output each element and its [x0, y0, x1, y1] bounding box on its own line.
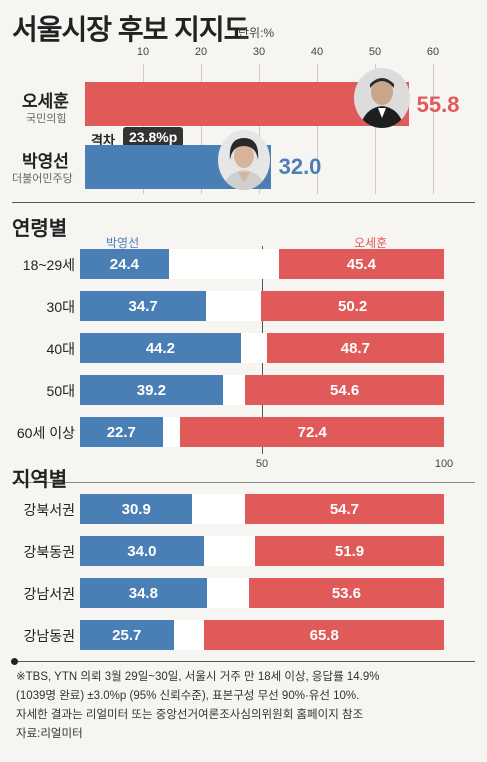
stacked-bar-row: 39.2 54.6 — [80, 375, 444, 405]
gridline — [317, 64, 318, 194]
bar-segment-park — [80, 291, 207, 321]
bar-segment-park — [80, 333, 241, 363]
footnote-line: (1039명 완료) ±3.0%p (95% 신뢰수준), 표본구성 무선 90… — [16, 690, 360, 702]
data-label-oh: 65.8 — [309, 626, 339, 644]
bar-segment-oh — [244, 494, 444, 524]
row-label: 강북서권 — [23, 502, 75, 518]
unit-label: 단위:% — [238, 26, 275, 40]
data-label-oh: 72.4 — [297, 423, 327, 441]
axis-tick-label: 50 — [255, 458, 269, 470]
bar-segment-park — [80, 536, 204, 566]
data-label-park: 44.2 — [145, 339, 176, 357]
gap-value: 23.8%p — [123, 127, 184, 147]
section-title-region: 지역별 — [12, 469, 68, 491]
data-label-park: 24.4 — [109, 255, 139, 273]
bar-segment-oh — [245, 375, 444, 405]
divider — [12, 482, 475, 483]
stacked-bar-row: 22.7 72.4 — [80, 417, 444, 447]
gridline — [433, 64, 434, 194]
bar-segment-oh — [204, 620, 444, 650]
row-label: 강북동권 — [23, 544, 75, 560]
row-label: 30대 — [46, 299, 75, 315]
bar-segment-park — [80, 417, 163, 447]
footnote: ※TBS, YTN 의뢰 3월 29일~30일, 서울시 거주 만 18세 이상… — [16, 668, 481, 744]
bar-segment-park — [80, 249, 169, 279]
chart-title: 서울시장 후보 지지도 — [12, 14, 249, 45]
row-label: 강남서권 — [23, 586, 75, 602]
candidate-name-oh: 오세훈 — [22, 92, 69, 111]
axis-tick-label: 10 — [136, 46, 150, 58]
data-label-oh: 54.6 — [330, 381, 360, 399]
data-label-park: 39.2 — [136, 381, 166, 399]
divider-dot — [11, 658, 18, 665]
data-label-park: 22.7 — [106, 423, 136, 441]
data-label-oh: 50.2 — [338, 297, 368, 315]
data-label-oh: 54.7 — [329, 500, 360, 518]
footnote-divider — [14, 661, 475, 662]
legend-park: 박영선 — [106, 236, 140, 250]
candidate-party-park: 더불어민주당 — [12, 173, 73, 185]
data-label-park: 34.7 — [128, 297, 158, 315]
divider — [12, 202, 475, 203]
bar-segment-oh — [266, 333, 444, 363]
bar-segment-oh — [261, 291, 444, 321]
bar-segment-oh — [255, 536, 444, 566]
stacked-bar-row: 34.8 53.6 — [80, 578, 444, 608]
data-label-park: 34.0 — [127, 542, 157, 560]
data-label-oh: 53.6 — [331, 584, 362, 602]
source-label: 자료:리얼미터 — [16, 728, 83, 740]
stacked-bar-row: 34.0 51.9 — [80, 536, 444, 566]
gridline — [259, 64, 260, 194]
gridline — [375, 64, 376, 194]
axis-tick-label: 50 — [368, 46, 382, 58]
footnote-line: 자세한 결과는 리얼미터 또는 중앙선거여론조사심의위원회 홈페이지 참조 — [16, 709, 364, 721]
footnote-line: ※TBS, YTN 의뢰 3월 29일~30일, 서울시 거주 만 18세 이상… — [16, 671, 380, 683]
candidate-party-oh: 국민의힘 — [26, 113, 67, 125]
bar-segment-park — [80, 494, 193, 524]
row-label: 50대 — [46, 383, 75, 399]
section-title-age: 연령별 — [12, 218, 68, 240]
row-label: 40대 — [46, 341, 75, 357]
bar-segment-park — [80, 620, 174, 650]
stacked-bar-row: 34.7 50.2 — [80, 291, 444, 321]
candidate-value-oh: 55.8 — [416, 92, 460, 117]
axis-tick-label: 20 — [194, 46, 208, 58]
data-label-park: 25.7 — [112, 626, 142, 644]
bar-segment-oh — [278, 249, 444, 279]
bar-segment-oh — [180, 417, 444, 447]
data-label-oh: 51.9 — [334, 542, 365, 560]
person-photo-icon — [218, 130, 270, 190]
stacked-bar-row: 30.9 54.7 — [80, 494, 444, 524]
legend-oh: 오세훈 — [354, 236, 388, 250]
data-label-oh: 45.4 — [346, 255, 376, 273]
axis-tick-label: 30 — [252, 46, 266, 58]
axis-tick-label: 40 — [310, 46, 324, 58]
bar-segment-park — [80, 578, 207, 608]
stacked-bar-row: 24.4 45.4 — [80, 249, 444, 279]
bar-segment-oh — [248, 578, 444, 608]
person-photo-icon — [354, 68, 410, 128]
data-label-oh: 48.7 — [340, 339, 370, 357]
data-label-park: 34.8 — [128, 584, 158, 602]
stacked-bar-row: 25.7 65.8 — [80, 620, 444, 650]
row-label: 18~29세 — [22, 257, 75, 273]
data-label-park: 30.9 — [121, 500, 151, 518]
gridline — [201, 64, 202, 194]
bar-segment-park — [80, 375, 223, 405]
gap-label: 격차 — [91, 133, 115, 148]
candidate-name-park: 박영선 — [22, 152, 69, 171]
axis-tick-label: 60 — [426, 46, 440, 58]
axis-tick-label: 100 — [434, 458, 454, 470]
candidate-value-park: 32.0 — [278, 154, 322, 179]
row-label: 60세 이상 — [16, 425, 75, 441]
row-label: 강남동권 — [23, 628, 75, 644]
stacked-bar-row: 44.2 48.7 — [80, 333, 444, 363]
